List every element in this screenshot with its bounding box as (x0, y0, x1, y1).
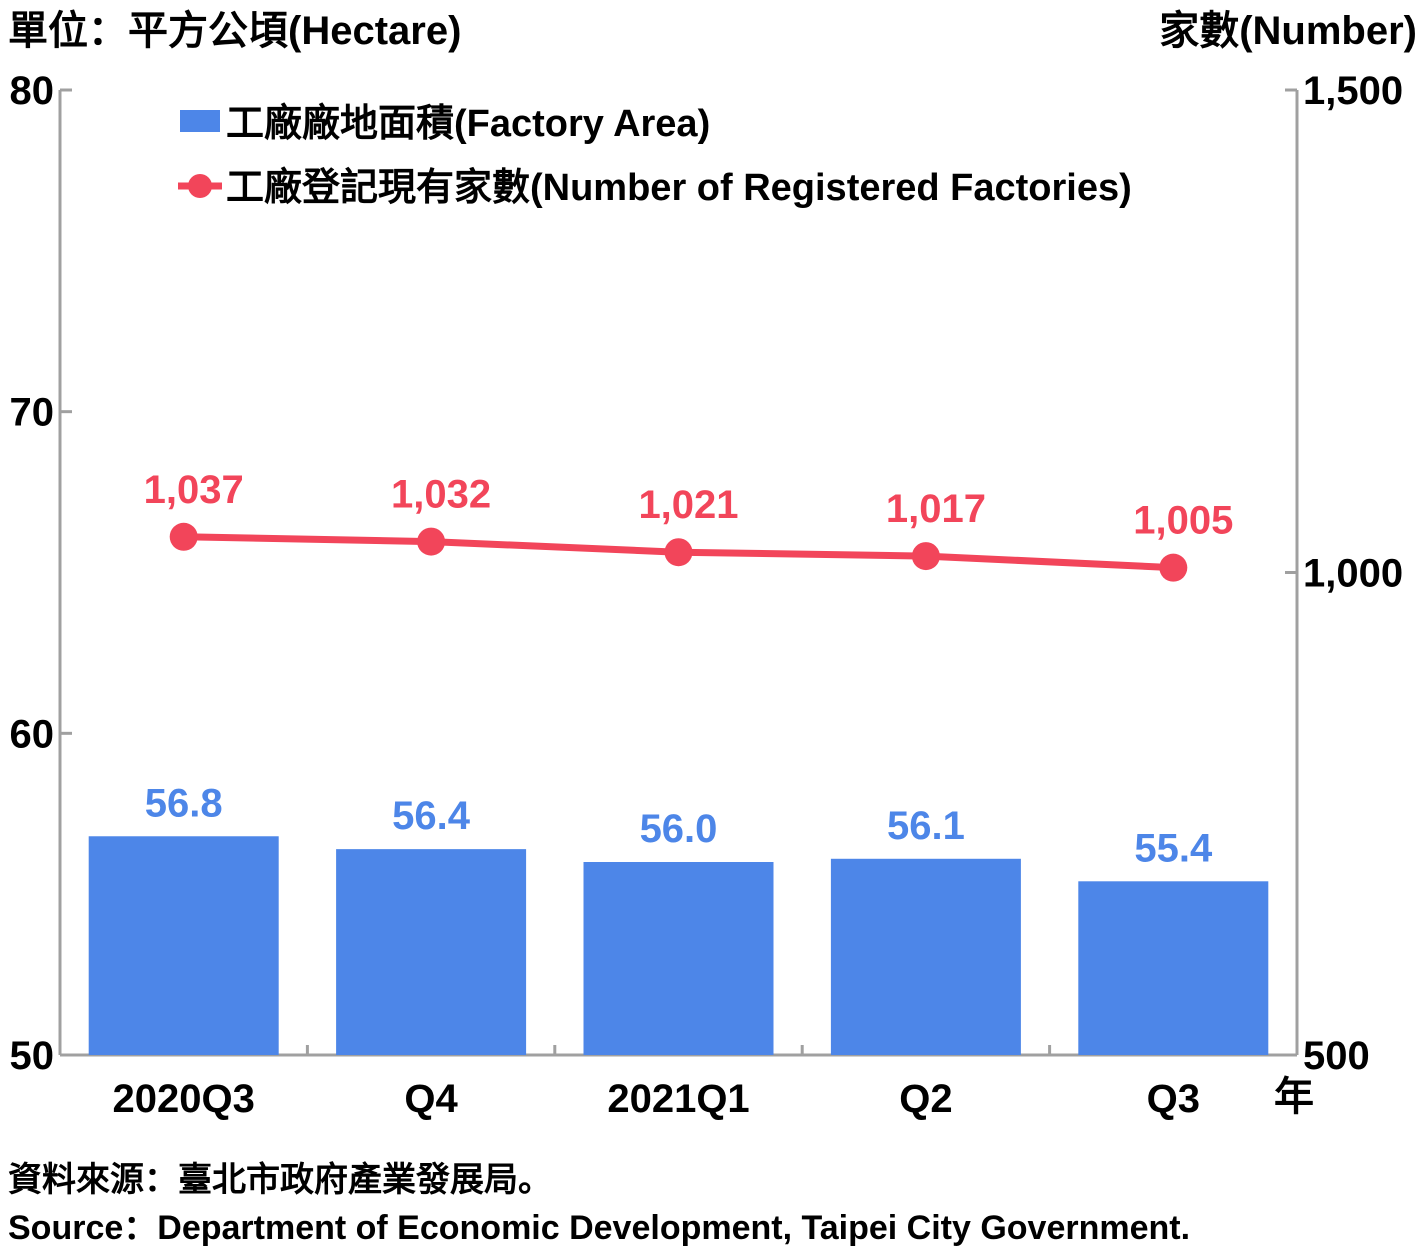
line-point (169, 522, 198, 551)
line-point (1159, 553, 1188, 582)
line-point (417, 527, 446, 556)
legend: 工廠廠地面積(Factory Area) 工廠登記現有家數(Number of … (178, 102, 1132, 209)
legend-label-registered-factories: 工廠登記現有家數(Number of Registered Factories) (226, 166, 1132, 209)
line-value-label: 1,021 (638, 483, 738, 527)
line-value-label: 1,005 (1133, 499, 1233, 543)
bar (1078, 881, 1269, 1055)
bar (830, 858, 1021, 1055)
right-tick-label: 500 (1303, 1034, 1370, 1078)
line-value-label: 1,037 (144, 468, 244, 512)
x-tick-label: Q4 (404, 1077, 458, 1121)
x-tick-label: Q3 (1147, 1077, 1200, 1121)
bar-value-label: 56.8 (145, 781, 223, 825)
bar (88, 836, 279, 1055)
left-tick-label: 80 (10, 69, 55, 113)
right-tick-label: 1,000 (1303, 552, 1403, 596)
left-tick-label: 60 (10, 712, 55, 756)
line-point (664, 538, 693, 567)
x-tick-label: 2021Q1 (607, 1077, 749, 1121)
bar (583, 862, 774, 1055)
legend-swatch-factory-area (180, 110, 220, 132)
bar (336, 849, 527, 1055)
legend-swatch-marker (188, 174, 212, 198)
left-axis-unit-label: 單位：平方公頃(Hectare) (8, 9, 461, 53)
right-axis-unit-label: 家數(Number) (1159, 9, 1417, 53)
bar-value-label: 56.1 (887, 804, 965, 848)
left-tick-label: 50 (10, 1034, 55, 1078)
x-unit-label: 年 (1274, 1075, 1314, 1119)
x-tick-label: Q2 (899, 1077, 952, 1121)
line-point (911, 542, 940, 571)
bar-value-label: 56.0 (640, 807, 718, 851)
right-tick-label: 1,500 (1303, 69, 1403, 113)
line-value-label: 1,032 (391, 473, 491, 517)
line-series (169, 522, 1188, 582)
line-value-label: 1,017 (886, 487, 986, 531)
data-labels: 56.8 56.4 56.0 56.1 55.4 1,037 1,032 1,021 1,017… (144, 468, 1234, 871)
source-note-en: Source：Department of Economic Developmen… (8, 1209, 1191, 1247)
bar-value-label: 55.4 (1134, 826, 1213, 870)
source-note-zh: 資料來源：臺北市政府產業發展局。 (8, 1161, 552, 1199)
bar-series (88, 836, 1269, 1055)
x-tick-label: 2020Q3 (113, 1077, 255, 1121)
bar-value-label: 56.4 (392, 794, 471, 838)
legend-label-factory-area: 工廠廠地面積(Factory Area) (226, 102, 710, 145)
axes: 50 60 70 80 500 1,000 1,500 2020Q3 Q4 2021Q1 Q2 Q3 年 (10, 69, 1404, 1121)
left-tick-label: 70 (10, 391, 55, 435)
